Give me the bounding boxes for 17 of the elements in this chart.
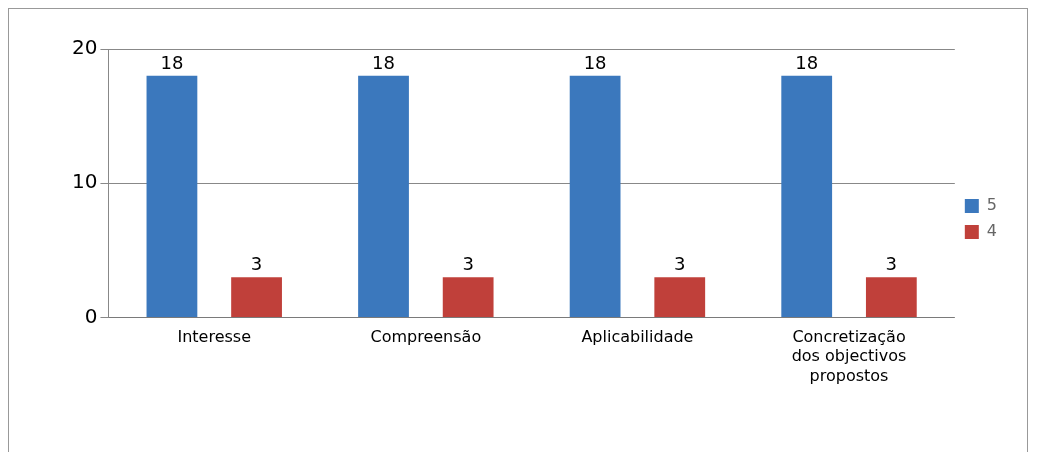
data-label: 3: [462, 252, 474, 274]
data-label: 18: [583, 51, 607, 73]
x-tick-label: Interesse: [177, 327, 252, 347]
data-label: 3: [250, 252, 263, 274]
x-tick-label: Compreensão: [370, 327, 482, 347]
legend-label: 5: [986, 195, 998, 215]
legend-label: 4: [986, 221, 998, 241]
data-label: 18: [160, 51, 184, 73]
x-tick-label: Concretização dos objectivos propostos: [791, 327, 907, 385]
y-tick-label: 0: [84, 303, 98, 328]
data-label: 3: [674, 252, 686, 274]
data-label: 18: [372, 51, 395, 73]
y-tick-label: 10: [72, 169, 98, 194]
data-label: 3: [885, 252, 898, 274]
x-tick-label: Aplicabilidade: [581, 327, 694, 347]
data-label: 18: [795, 51, 819, 73]
y-tick-label: 20: [72, 35, 98, 60]
